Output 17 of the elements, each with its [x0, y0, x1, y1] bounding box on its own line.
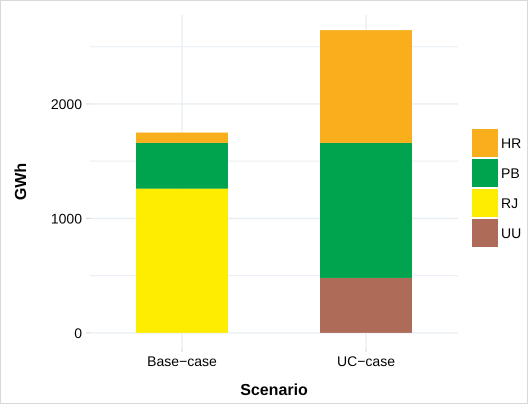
y-tick-label: 1000: [50, 210, 82, 226]
bar: [320, 30, 412, 143]
legend-label: PB: [501, 164, 520, 181]
bar: [136, 188, 228, 333]
bar: [320, 142, 412, 278]
y-axis-title: GWh: [13, 162, 30, 200]
legend-label: RJ: [501, 194, 518, 211]
x-tick-label: Base−case: [147, 353, 218, 369]
bar: [136, 142, 228, 189]
x-axis-title: Scenario: [240, 382, 308, 399]
y-tick-label: 2000: [50, 96, 82, 112]
bar: [320, 278, 412, 333]
legend-label: HR: [501, 134, 522, 151]
y-tick-label: 0: [74, 324, 82, 341]
x-tick-label: UC−case: [337, 353, 396, 369]
legend-label: UU: [501, 224, 522, 241]
bar: [136, 132, 228, 143]
